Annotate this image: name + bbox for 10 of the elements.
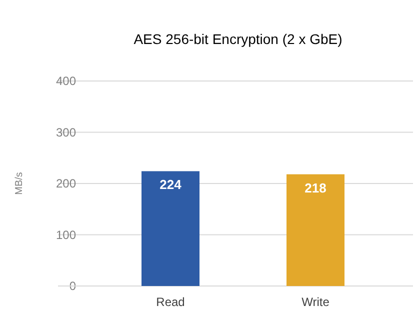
x-tick-label: Read bbox=[156, 295, 185, 309]
y-tick-label: 300 bbox=[56, 125, 76, 140]
x-tick-label: Write bbox=[302, 295, 330, 309]
data-label: 224 bbox=[160, 177, 182, 192]
chart-title: AES 256-bit Encryption (2 x GbE) bbox=[134, 31, 342, 47]
data-label: 218 bbox=[304, 180, 326, 196]
y-tick-label: 100 bbox=[56, 228, 76, 242]
y-tick-label: 200 bbox=[56, 176, 76, 191]
y-axis-title: MB/s bbox=[14, 172, 25, 195]
y-tick-label: 400 bbox=[56, 74, 76, 88]
